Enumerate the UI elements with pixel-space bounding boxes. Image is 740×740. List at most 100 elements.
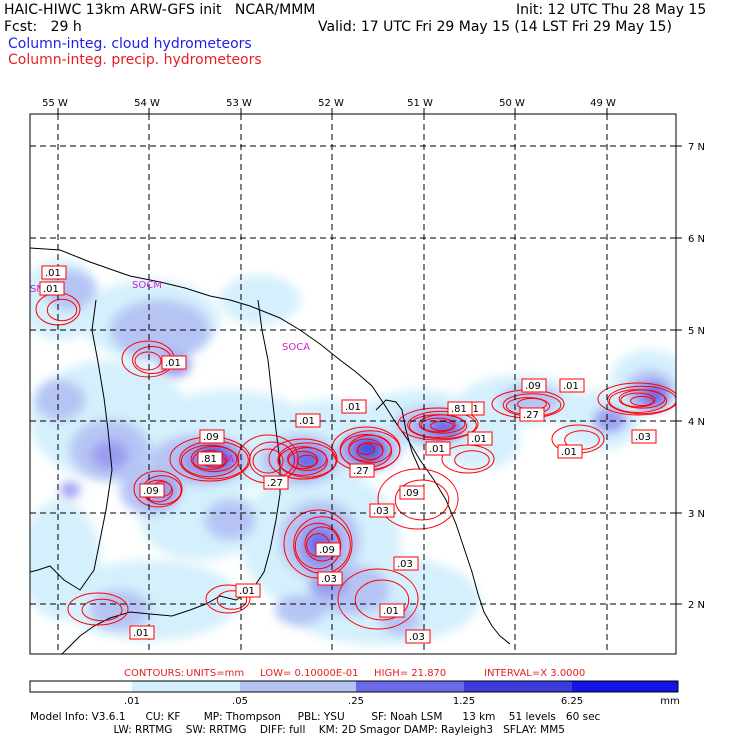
contour-label-22: .09: [199, 429, 225, 444]
contour-label-1: .01: [161, 355, 187, 370]
cloud-shade-shadel2-13: [205, 500, 255, 540]
lon-label-55w: 55 W: [42, 98, 68, 109]
contour-label-text-9: .01: [383, 606, 399, 617]
precip-contour-8-2: [134, 351, 162, 371]
contour-info-low: LOW= 0.10000E-01: [260, 668, 359, 679]
model-info-line-1: Model Info: V3.6.1 CU: KF MP: Thompson P…: [30, 711, 600, 724]
precip-contour-11-0: [377, 468, 459, 530]
station-socm: SOCM: [132, 280, 162, 291]
contour-label-11: .01: [39, 281, 65, 296]
lon-label-53w: 53 W: [226, 98, 252, 109]
contour-label-text-18: .09: [143, 486, 159, 497]
contour-info-interval: INTERVAL=X 3.0000: [484, 668, 585, 679]
legend-tick-001: .01: [124, 696, 140, 707]
contour-label-6: .01: [557, 444, 583, 459]
precip-contour-0-2: [180, 444, 240, 478]
contour-label-text-25: .27: [523, 410, 539, 421]
precip-contour-13-1: [81, 598, 123, 622]
lat-label-5n: 5 N: [688, 326, 705, 337]
contour-label-2: .01: [341, 399, 367, 414]
contour-label-text-1: .01: [165, 358, 181, 369]
contour-label-20: .09: [399, 485, 425, 500]
fcst-value: 29 h: [50, 19, 82, 35]
precip-contour-0-4: [192, 450, 228, 470]
legend-swatch-2: [240, 681, 356, 692]
precip-contour-3-3: [418, 414, 466, 434]
contour-label-26: .81: [447, 401, 473, 416]
cloud-field-title: Column-integ. cloud hydrometeors: [8, 36, 252, 52]
lat-label-7n: 7 N: [688, 142, 705, 153]
contour-label-text-16: .03: [409, 632, 425, 643]
lat-label-4n: 4 N: [688, 417, 705, 428]
lon-label-54w: 54 W: [134, 98, 160, 109]
border-suriname-guyana: [30, 299, 113, 591]
contour-label-text-0: .01: [45, 268, 61, 279]
contour-label-16: .03: [405, 629, 431, 644]
contour-label-7: .01: [467, 431, 493, 446]
precip-contour-3-4: [420, 417, 456, 433]
contour-label-text-19: .09: [319, 545, 335, 556]
contour-label-text-27: .81: [201, 454, 217, 465]
coastlines: [30, 247, 511, 654]
latitude-labels: 7 N 6 N 5 N 4 N 3 N 2 N: [688, 142, 705, 611]
contour-label-23: .27: [263, 475, 289, 490]
contour-label-10: .01: [129, 625, 155, 640]
forecast-hour: Fcst: 29 h: [4, 19, 82, 35]
precip-field-title: Column-integ. precip. hydrometeors: [8, 52, 262, 68]
contour-label-text-20: .09: [403, 488, 419, 499]
precip-contour-13-0: [67, 592, 129, 626]
contour-label-4: .01: [559, 378, 585, 393]
precip-contour-11-1: [394, 479, 450, 521]
legend-tick-025: .25: [348, 696, 364, 707]
precip-contour-1-5: [296, 454, 318, 468]
contour-label-18: .09: [139, 483, 165, 498]
precip-contour-7-0: [133, 470, 183, 508]
border-fg-brazil: [61, 609, 191, 654]
legend-swatch-5: [572, 681, 678, 692]
map-frame: [29, 113, 677, 655]
contour-label-25: .27: [519, 407, 545, 422]
contour-label-text-23: .27: [267, 478, 283, 489]
precip-contour-5-0: [597, 382, 676, 416]
contour-label-text-11: .01: [43, 284, 59, 295]
cloud-shade-shadel2-15: [275, 595, 325, 625]
legend-unit: mm: [660, 696, 679, 707]
contour-label-15: .03: [393, 556, 419, 571]
init-time: Init: 12 UTC Thu 28 May 15: [516, 2, 707, 18]
contour-info-contours: CONTOURS:: [124, 668, 184, 679]
lat-label-3n: 3 N: [688, 509, 705, 520]
cloud-shade-shadel1-2: [220, 275, 300, 325]
contour-label-text-10: .01: [133, 628, 149, 639]
contour-label-text-15: .03: [397, 559, 413, 570]
precip-contour-2-5: [356, 442, 384, 460]
precip-contour-6-2: [294, 522, 342, 570]
legend-tick-005: .05: [232, 696, 248, 707]
precip-contour-1-3: [287, 447, 327, 471]
precip-contour-5-1: [607, 385, 676, 415]
contour-label-text-8: .01: [239, 586, 255, 597]
contour-label-text-21: .09: [525, 381, 541, 392]
precip-contour-3-1: [407, 410, 477, 440]
precip-contour-1-0: [268, 438, 338, 480]
precip-contour-1-2: [278, 446, 328, 476]
contour-label-text-7: .01: [471, 434, 487, 445]
cloud-shade-shadel3-8: [594, 408, 626, 432]
precip-contour-5-5: [630, 395, 654, 407]
border-suriname-french-guiana: [189, 299, 281, 611]
model-info-text-2: LW: RRTMG SW: RRTMG DIFF: full KM: 2D Sm…: [30, 724, 565, 736]
longitude-labels: 55 W 54 W 53 W 52 W 51 W 50 W 49 W: [42, 98, 616, 109]
legend-swatch-0: [30, 681, 132, 692]
legend-tick-625: 6.25: [561, 696, 583, 707]
lon-label-51w: 51 W: [407, 98, 433, 109]
valid-time: Valid: 17 UTC Fri 29 May 15 (14 LST Fri …: [318, 19, 672, 35]
legend-frame: [29, 680, 679, 693]
contour-label-text-2: .01: [345, 402, 361, 413]
org-name: NCAR/MMM: [234, 2, 316, 18]
contour-label-27: .81: [197, 451, 223, 466]
contour-label-text-17: .03: [635, 432, 651, 443]
contour-label-24: .27: [349, 463, 375, 478]
station-soca: SOCA: [282, 342, 310, 353]
contour-label-text-24: .27: [353, 466, 369, 477]
contour-label-5: .01: [425, 441, 451, 456]
contour-label-text-4: .01: [563, 381, 579, 392]
